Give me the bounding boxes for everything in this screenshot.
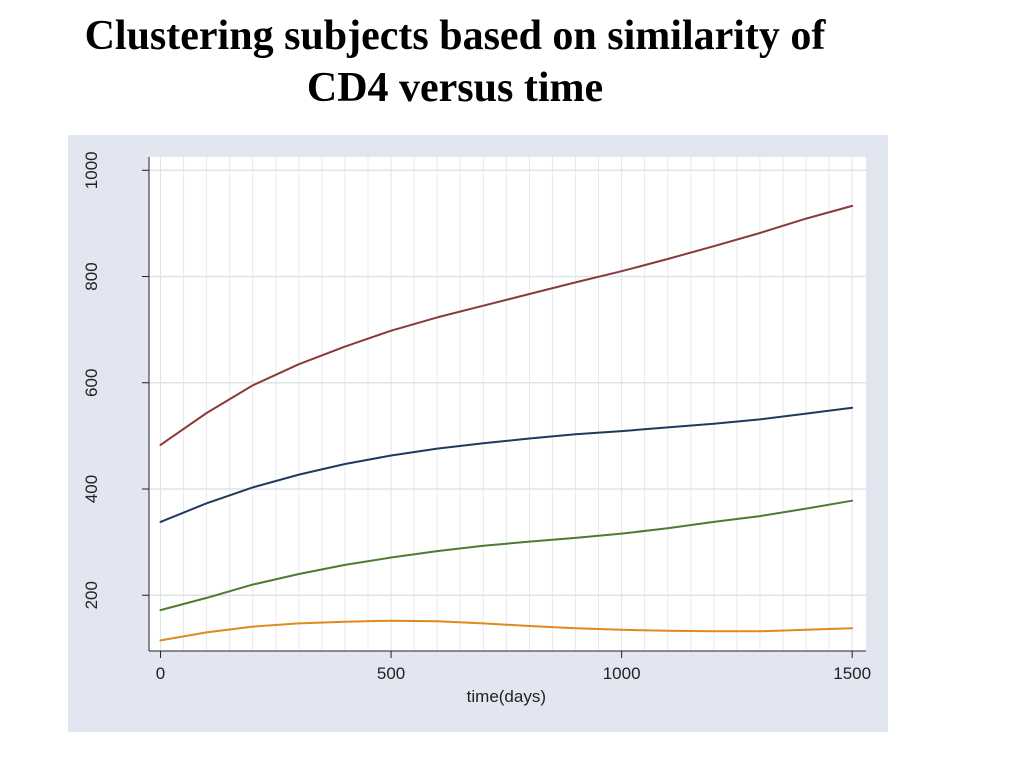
y-tick-label: 800 xyxy=(82,262,101,290)
plot-area xyxy=(149,157,866,651)
cd4-line-chart: 0 500 1000 1500 200 400 600 800 1000 time(days) xyxy=(82,151,871,706)
slide-title-line-2: CD4 versus time xyxy=(306,65,604,111)
x-tick-label: 1500 xyxy=(833,664,871,683)
y-tick-label: 1000 xyxy=(82,151,101,189)
series-line-1 xyxy=(159,204,854,446)
slide-title: Clustering subjects based on similarity … xyxy=(0,10,910,114)
x-tick-label: 1000 xyxy=(603,664,641,683)
x-tick-label: 0 xyxy=(156,664,165,683)
slide-title-line-1: Clustering subjects based on similarity … xyxy=(84,13,826,59)
y-tick-label: 200 xyxy=(82,581,101,609)
y-tick-label: 600 xyxy=(82,369,101,397)
x-axis-title: time(days) xyxy=(467,687,546,706)
x-tick-label: 500 xyxy=(377,664,405,683)
chart-panel: 0 500 1000 1500 200 400 600 800 1000 time(days) xyxy=(68,135,888,732)
y-tick-label: 400 xyxy=(82,475,101,503)
series-line-3 xyxy=(159,499,854,612)
series-line-4 xyxy=(159,619,854,642)
series-line-2 xyxy=(159,406,854,523)
